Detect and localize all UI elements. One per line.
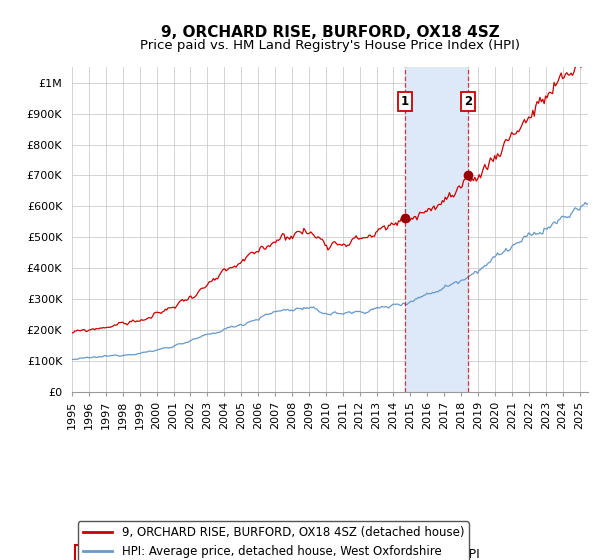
Text: 05-SEP-2014: 05-SEP-2014 [118,548,198,560]
Text: 9, ORCHARD RISE, BURFORD, OX18 4SZ: 9, ORCHARD RISE, BURFORD, OX18 4SZ [161,25,499,40]
Text: 1: 1 [401,95,409,108]
Text: 2: 2 [464,95,472,108]
Legend: 9, ORCHARD RISE, BURFORD, OX18 4SZ (detached house), HPI: Average price, detache: 9, ORCHARD RISE, BURFORD, OX18 4SZ (deta… [78,521,469,560]
Text: 1: 1 [78,548,86,560]
Text: £562,500: £562,500 [294,548,353,560]
Text: 29% ↑ HPI: 29% ↑ HPI [413,548,479,560]
Bar [405,67,468,392]
Text: Price paid vs. HM Land Registry's House Price Index (HPI): Price paid vs. HM Land Registry's House … [140,39,520,52]
